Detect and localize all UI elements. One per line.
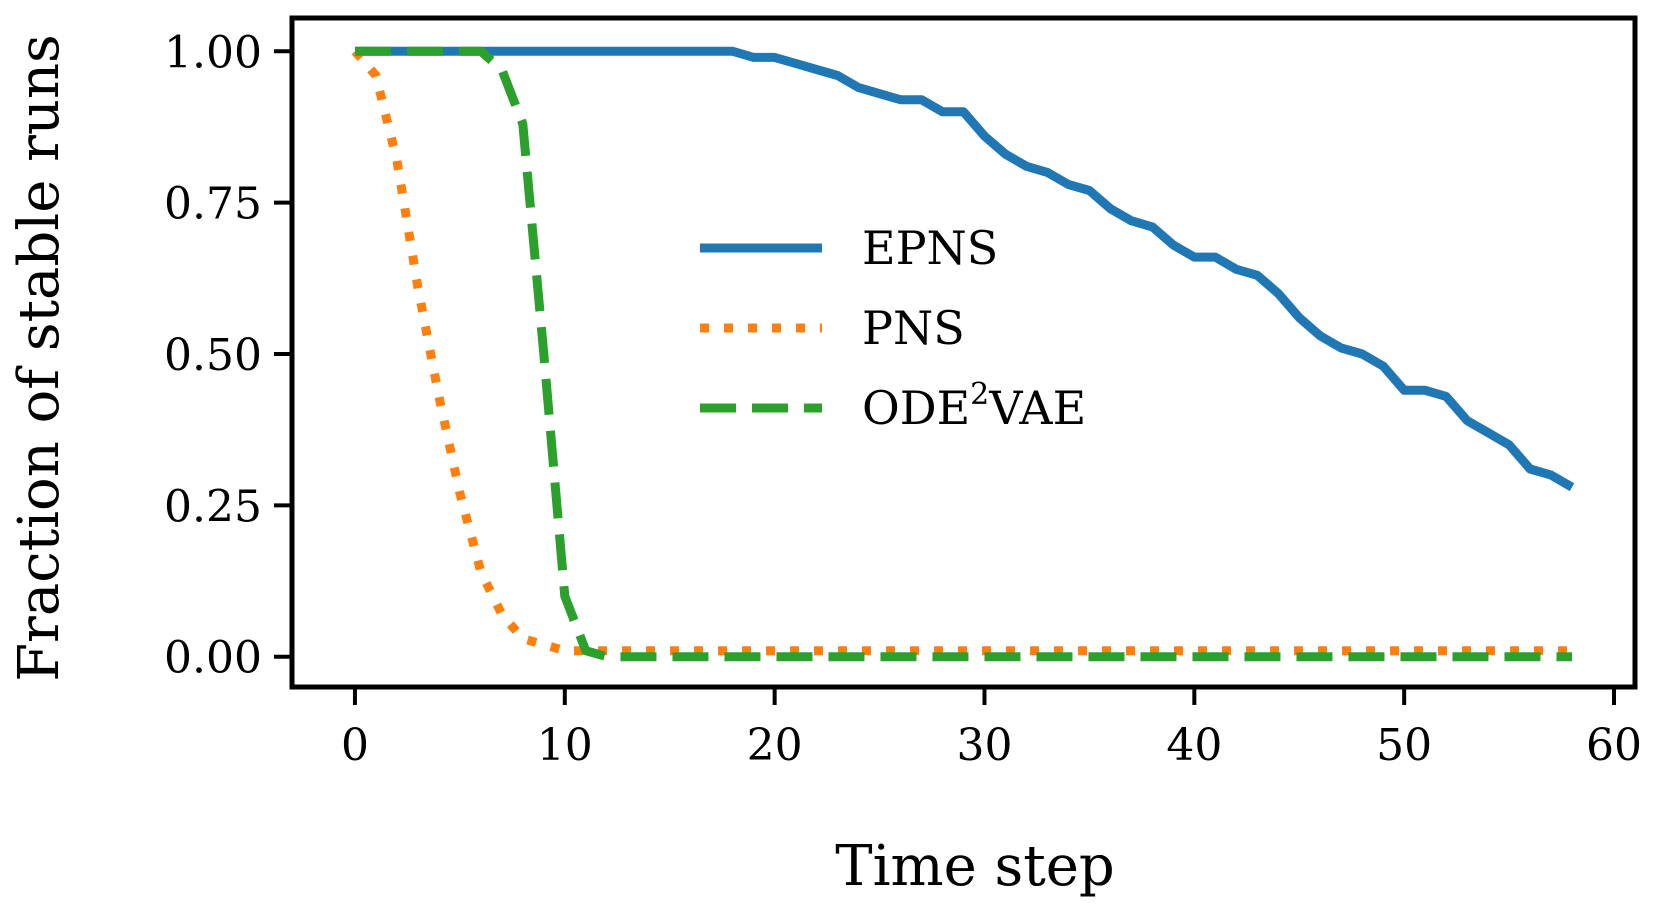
y-axis-title: Fraction of stable runs bbox=[7, 34, 72, 682]
series-line-dashed bbox=[355, 46, 1572, 662]
y-axis-ticks: 0.00 0.25 0.50 0.75 1.00 bbox=[164, 27, 292, 684]
y-tick-label: 0.75 bbox=[164, 179, 262, 230]
x-tick-label: 20 bbox=[747, 720, 803, 771]
y-tick-label: 1.00 bbox=[164, 27, 262, 78]
y-tick-label: 0.50 bbox=[164, 330, 262, 381]
series-layer bbox=[351, 46, 1575, 662]
plot-frame bbox=[289, 15, 1638, 690]
x-tick-label: 30 bbox=[956, 720, 1012, 771]
series-line-solid bbox=[355, 46, 1575, 492]
series-line-dotted bbox=[351, 48, 1572, 656]
x-axis-ticks: 0 10 20 30 40 50 60 bbox=[341, 687, 1642, 771]
legend-label: EPNS bbox=[862, 221, 998, 275]
x-tick-label: 10 bbox=[537, 720, 593, 771]
x-tick-label: 40 bbox=[1166, 720, 1222, 771]
legend: EPNS PNS ODE2VAE bbox=[700, 221, 1086, 435]
legend-label: ODE2VAE bbox=[862, 377, 1086, 435]
y-tick-label: 0.00 bbox=[164, 633, 262, 684]
x-tick-label: 0 bbox=[341, 720, 369, 771]
legend-label: PNS bbox=[862, 301, 965, 355]
x-tick-label: 50 bbox=[1376, 720, 1432, 771]
x-axis-title: Time step bbox=[835, 834, 1115, 899]
y-tick-label: 0.25 bbox=[164, 481, 262, 532]
x-tick-label: 60 bbox=[1586, 720, 1642, 771]
